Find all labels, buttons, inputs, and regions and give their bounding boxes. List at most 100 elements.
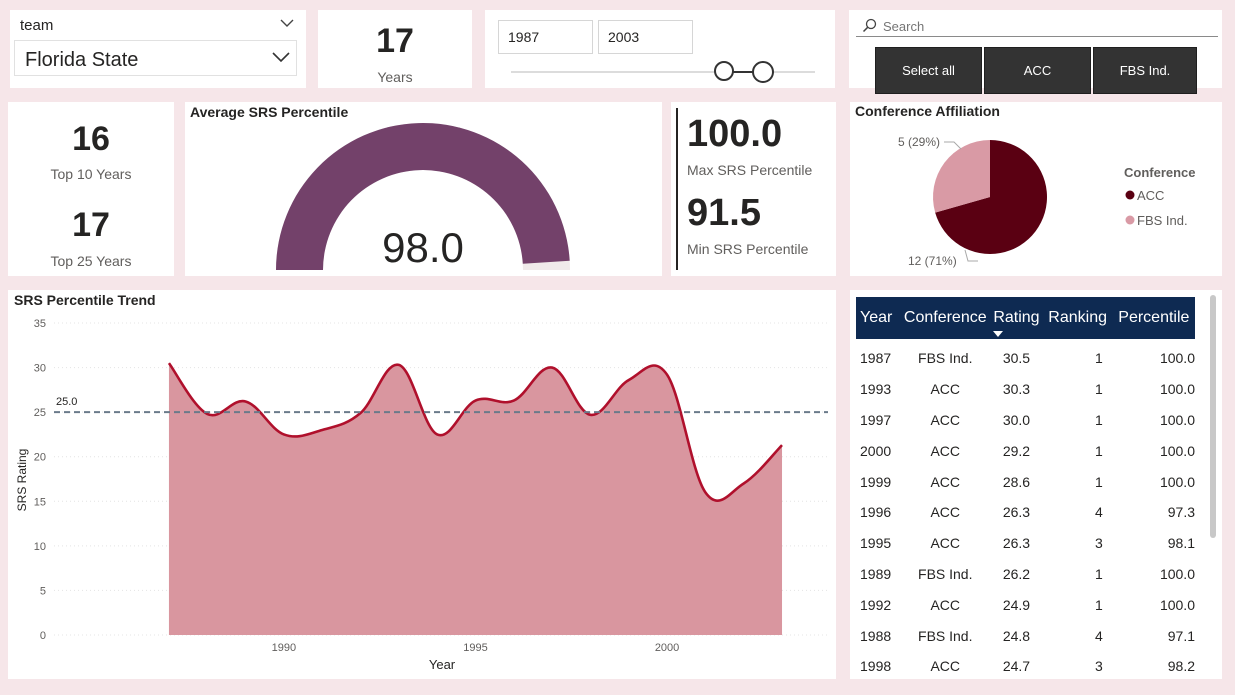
conference-pie-card: Conference Affiliation 5 (29%) 12 (71%) …	[850, 102, 1222, 276]
team-slicer-label: team	[20, 17, 54, 34]
table-row[interactable]: 1992 ACC 24.9 1 100.0	[856, 589, 1195, 620]
cell-conference: ACC	[930, 504, 961, 521]
trend-line	[167, 362, 783, 502]
table-row[interactable]: 1989 FBS Ind. 26.2 1 100.0	[856, 559, 1195, 590]
x-tick-label: 1995	[463, 642, 487, 654]
max-value: 100.0	[687, 113, 783, 155]
cell-ranking: 1	[1094, 596, 1103, 613]
chevron-down-icon[interactable]	[280, 19, 294, 28]
ratings-table: Year Conference Rating Ranking Percentil…	[856, 297, 1195, 682]
range-handle-end[interactable]	[752, 61, 774, 83]
legend-dot-acc	[1125, 190, 1135, 200]
team-dropdown[interactable]: Florida State	[14, 40, 297, 76]
cell-ranking: 1	[1094, 473, 1103, 490]
table-row[interactable]: 1998 ACC 24.7 3 98.2	[856, 651, 1195, 682]
select-all-button[interactable]: Select all	[875, 47, 982, 94]
x-tick-label: 1990	[272, 642, 296, 654]
cell-rating: 30.3	[1002, 381, 1031, 398]
accent-bar	[676, 108, 678, 270]
chevron-down-icon	[272, 52, 290, 63]
years-label: Years	[377, 69, 413, 85]
cell-ranking: 1	[1094, 350, 1103, 367]
y-tick-label: 5	[40, 585, 46, 597]
pie-chart: 5 (29%) 12 (71%) Conference ACC FBS Ind.	[898, 135, 1196, 268]
cell-ranking: 1	[1094, 381, 1103, 398]
cell-rating: 29.2	[1002, 442, 1031, 459]
y-tick-label: 20	[34, 452, 46, 464]
acc-button[interactable]: ACC	[984, 47, 1091, 94]
cell-percentile: 100.0	[1159, 596, 1195, 613]
year-from-input[interactable]: 1987	[498, 20, 593, 54]
top25-label: Top 25 Years	[50, 253, 132, 269]
legend-item-acc: ACC	[1137, 188, 1164, 203]
pie-label-acc: 12 (71%)	[908, 254, 957, 268]
table-row[interactable]: 1988 FBS Ind. 24.8 4 97.1	[856, 620, 1195, 651]
avg-srs-gauge-card: Average SRS Percentile 98.0	[185, 102, 662, 276]
min-value: 91.5	[687, 192, 761, 234]
cell-ranking: 4	[1094, 627, 1103, 644]
min-label: Min SRS Percentile	[687, 241, 809, 257]
cell-conference: ACC	[930, 381, 961, 398]
cell-rating: 28.6	[1002, 473, 1031, 490]
year-to-input[interactable]: 2003	[598, 20, 693, 54]
table-row[interactable]: 1999 ACC 28.6 1 100.0	[856, 466, 1195, 497]
cell-year: 1995	[860, 535, 892, 552]
y-tick-label: 10	[34, 541, 46, 553]
table-row[interactable]: 1993 ACC 30.3 1 100.0	[856, 374, 1195, 405]
legend-dot-fbs-ind	[1125, 215, 1135, 225]
cell-year: 1996	[860, 504, 892, 521]
team-dropdown-value: Florida State	[25, 49, 139, 71]
col-header-conference[interactable]: Conference	[900, 297, 991, 339]
cell-conference: ACC	[930, 473, 961, 490]
cell-year: 1997	[860, 411, 892, 428]
label-leader	[964, 249, 978, 262]
cell-rating: 26.3	[1002, 504, 1031, 521]
range-handle-start[interactable]	[714, 61, 734, 81]
col-header-year[interactable]: Year	[856, 297, 901, 339]
cell-conference: FBS Ind.	[918, 350, 973, 367]
range-track[interactable]	[511, 71, 815, 73]
table-scrollbar[interactable]	[1210, 295, 1216, 538]
fbs-ind-button[interactable]: FBS Ind.	[1093, 47, 1197, 94]
reference-line-label: 25.0	[56, 396, 77, 408]
cell-percentile: 97.3	[1167, 504, 1195, 521]
cell-year: 1987	[860, 350, 892, 367]
table-row[interactable]: 2000 ACC 29.2 1 100.0	[856, 435, 1195, 466]
cell-conference: FBS Ind.	[918, 627, 973, 644]
srs-trend-card: SRS Percentile Trend 25.0 0 5 10 15 20 25 30 35…	[8, 290, 836, 679]
cell-conference: ACC	[930, 442, 961, 459]
years-card: 17 Years	[318, 10, 472, 88]
cell-year: 1988	[860, 627, 892, 644]
cell-conference: FBS Ind.	[918, 565, 973, 582]
top10-value: 16	[72, 120, 110, 158]
y-tick-label: 30	[34, 363, 46, 375]
pie-title: Conference Affiliation	[855, 103, 1000, 119]
gauge: 98.0	[276, 122, 570, 271]
conference-search-input[interactable]	[883, 17, 1183, 35]
srs-trend-chart: 25.0 0 5 10 15 20 25 30 35 1990 1995 2000 Year SR…	[15, 318, 828, 672]
cell-percentile: 100.0	[1159, 565, 1195, 582]
table-row[interactable]: 1987 FBS Ind. 30.5 1 100.0	[856, 339, 1195, 374]
table-row[interactable]: 1995 ACC 26.3 3 98.1	[856, 528, 1195, 559]
col-header-percentile[interactable]: Percentile	[1112, 297, 1195, 339]
legend-item-fbs-ind: FBS Ind.	[1137, 213, 1188, 228]
conference-filter: Select all ACC FBS Ind.	[849, 10, 1222, 94]
cell-ranking: 1	[1094, 411, 1103, 428]
pie-slice-fbs-ind	[933, 140, 990, 213]
y-tick-label: 35	[34, 318, 46, 330]
cell-year: 2000	[860, 442, 892, 459]
cell-percentile: 100.0	[1159, 411, 1195, 428]
label-leader	[944, 141, 962, 150]
top10-label: Top 10 Years	[50, 166, 132, 182]
col-header-ranking[interactable]: Ranking	[1042, 297, 1113, 339]
cell-conference: ACC	[930, 658, 961, 675]
table-row[interactable]: 1997 ACC 30.0 1 100.0	[856, 405, 1195, 436]
table-header-row: Year Conference Rating Ranking Percentil…	[856, 297, 1195, 339]
cell-rating: 26.2	[1002, 565, 1031, 582]
cell-ranking: 3	[1094, 535, 1103, 552]
cell-percentile: 100.0	[1159, 442, 1195, 459]
col-header-rating[interactable]: Rating	[990, 297, 1043, 339]
pie-label-fbs-ind: 5 (29%)	[898, 135, 940, 149]
table-row[interactable]: 1996 ACC 26.3 4 97.3	[856, 497, 1195, 528]
cell-rating: 30.5	[1002, 350, 1031, 367]
